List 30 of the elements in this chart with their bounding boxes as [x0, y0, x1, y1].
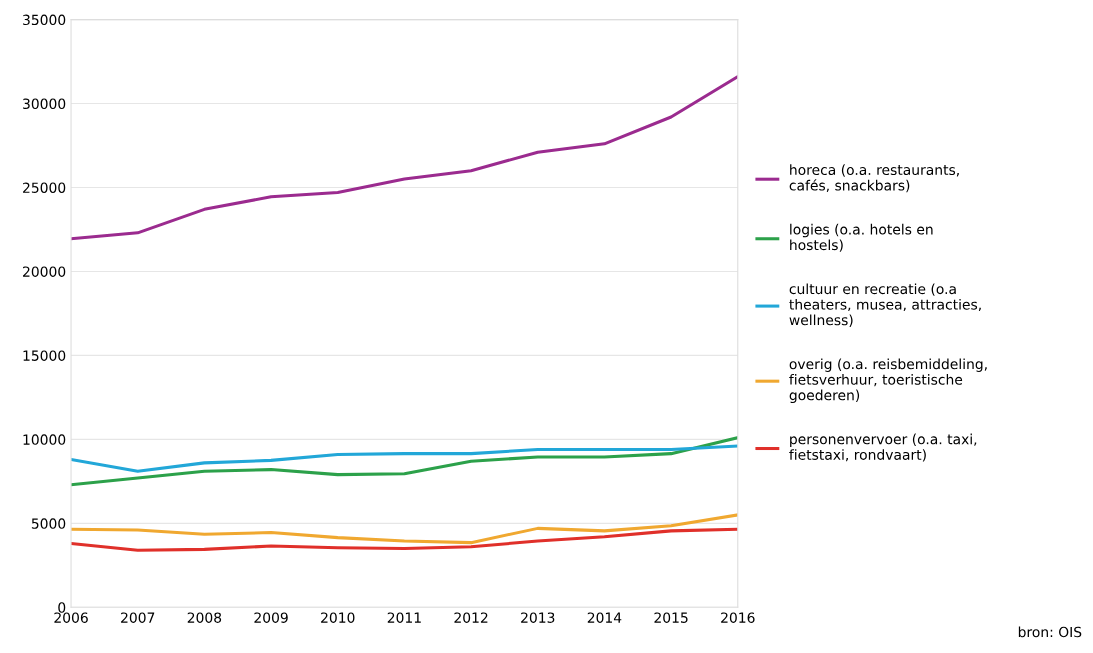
line-series: [71, 527, 738, 552]
y-tick-label: 0: [58, 602, 66, 613]
legend-label: personenvervoer (o.a. taxi, fietstaxi, rondvaart): [789, 433, 977, 462]
y-tick-label: 10000: [23, 434, 66, 445]
y-tick-label: 15000: [23, 350, 66, 361]
y-tick-label: 30000: [23, 98, 66, 110]
line-series: [71, 436, 738, 487]
x-tick-label: 2007: [121, 612, 155, 623]
x-tick-label: 2006: [54, 612, 88, 623]
line-series: [71, 75, 738, 241]
y-tick-label: 25000: [23, 182, 66, 193]
x-tick-label: 2008: [187, 612, 222, 623]
x-tick-label: 2009: [254, 612, 288, 623]
x-tick-label: 2010: [321, 612, 355, 623]
legend-label: overig (o.a. reisbemiddeling, fietsverhuur, toeristische goederen): [789, 358, 987, 404]
legend-label: cultuur en recreatie (o.a theaters, musea, attracties, wellness): [789, 283, 981, 327]
x-tick-label: 2012: [454, 612, 488, 623]
x-tick-label: 2013: [521, 612, 555, 623]
y-tick-label: 5000: [31, 518, 66, 529]
line-series: [71, 444, 738, 473]
text: bron: OIS: [1018, 626, 1082, 638]
legend-label: logies (o.a. hotels en hostels): [790, 223, 933, 252]
x-tick-label: 2015: [654, 612, 688, 623]
y-tick-label: 35000: [23, 14, 66, 26]
legend-label: horeca (o.a. restaurants, cafés, snackbars): [789, 164, 959, 193]
x-tick-label: 2014: [587, 612, 622, 623]
x-tick-label: 2016: [721, 612, 755, 623]
x-tick-label: 2011: [387, 612, 421, 623]
y-tick-label: 20000: [23, 266, 66, 277]
line-series: [71, 513, 738, 545]
